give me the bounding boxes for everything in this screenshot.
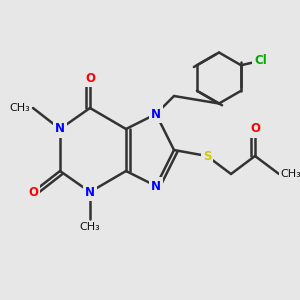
Text: CH₃: CH₃ — [280, 169, 300, 179]
Text: N: N — [55, 122, 65, 136]
Text: O: O — [28, 185, 38, 199]
Text: CH₃: CH₃ — [80, 222, 100, 232]
Text: N: N — [151, 179, 161, 193]
Text: S: S — [203, 149, 211, 163]
Text: O: O — [250, 122, 260, 136]
Text: Cl: Cl — [254, 54, 267, 67]
Text: O: O — [85, 71, 95, 85]
Text: N: N — [85, 185, 95, 199]
Text: CH₃: CH₃ — [9, 103, 30, 113]
Text: N: N — [151, 107, 161, 121]
